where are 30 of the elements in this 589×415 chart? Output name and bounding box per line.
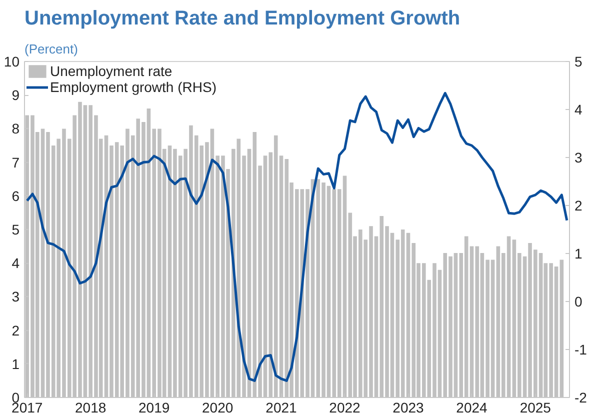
chart-subtitle: (Percent)	[24, 42, 78, 56]
chart-title: Unemployment Rate and Employment Growth	[24, 8, 460, 30]
y-tick-label: 10	[4, 54, 20, 70]
y-tick-label: 6	[12, 188, 20, 204]
y-tick-label: 4	[12, 255, 20, 272]
y2-tick-label: 4	[574, 102, 582, 118]
y2-tick-label: 5	[574, 54, 582, 70]
y2-tick-label: -1	[574, 342, 588, 358]
y2-tick-label: -2	[574, 390, 588, 406]
legend-label: Unemployment rate	[50, 63, 172, 79]
y2-tick-label: 2	[574, 198, 582, 214]
x-tick-label: 2021	[266, 400, 298, 415]
y-tick-label: 5	[12, 222, 20, 238]
y-tick-label: 9	[12, 87, 20, 104]
y-tick-label: 7	[12, 154, 20, 170]
y-tick-label: 3	[12, 288, 20, 305]
y2-tick-label: 1	[574, 246, 582, 262]
x-tick-label: 2022	[329, 400, 361, 415]
y-tick-label: 1	[12, 356, 20, 372]
x-tick-label: 2020	[202, 400, 234, 415]
x-tick-label: 2018	[75, 400, 106, 415]
x-tick-label: 2025	[520, 400, 552, 415]
y-tick-label: 2	[12, 322, 20, 338]
y2-tick-label: 3	[574, 150, 582, 166]
y-tick-label: 8	[12, 120, 20, 137]
legend-label: Employment growth (RHS)	[50, 79, 216, 95]
x-tick-label: 2024	[456, 400, 488, 415]
y2-tick-label: 0	[574, 294, 582, 310]
x-tick-label: 2023	[392, 400, 424, 415]
x-tick-label: 2019	[138, 400, 170, 415]
